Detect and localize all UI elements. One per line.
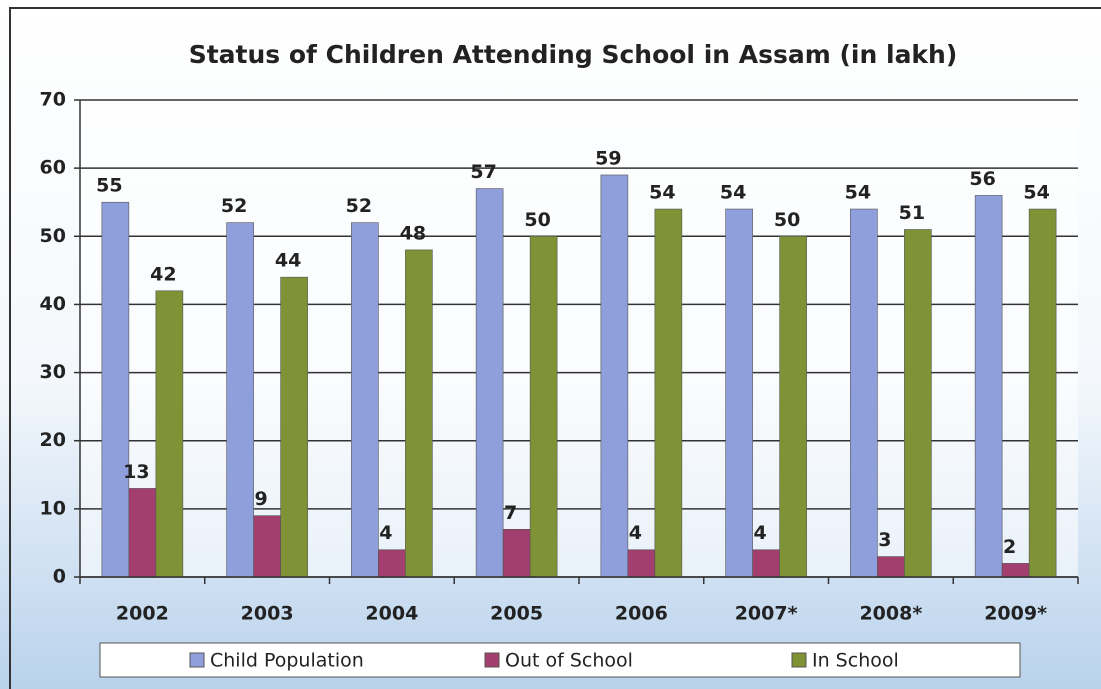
- y-tick-label: 40: [40, 293, 66, 315]
- data-label: 4: [629, 522, 642, 544]
- data-label: 7: [504, 502, 517, 524]
- bar: [351, 222, 379, 578]
- bar: [752, 549, 780, 578]
- legend-swatch: [189, 652, 205, 668]
- legend-label: In School: [812, 650, 899, 672]
- data-label: 54: [649, 182, 675, 204]
- bar: [155, 290, 184, 578]
- data-label: 4: [379, 522, 392, 544]
- legend-label: Child Population: [210, 650, 364, 672]
- bar: [850, 208, 878, 578]
- bar: [253, 515, 281, 578]
- bar: [627, 549, 656, 578]
- data-label: 48: [400, 222, 426, 244]
- bar: [502, 528, 531, 578]
- y-tick-label: 10: [40, 497, 66, 519]
- data-label: 56: [969, 168, 995, 190]
- data-label: 42: [150, 263, 176, 285]
- y-tick-label: 0: [53, 566, 66, 588]
- data-label: 44: [275, 250, 301, 272]
- bar: [529, 235, 558, 578]
- y-tick-label: 60: [40, 157, 66, 179]
- x-tick-label: 2006: [615, 603, 668, 625]
- data-label: 52: [346, 195, 372, 217]
- bar: [378, 549, 406, 578]
- y-tick-label: 20: [40, 429, 66, 451]
- x-tick-label: 2009*: [984, 603, 1047, 625]
- legend-label: Out of School: [505, 650, 633, 672]
- data-label: 52: [221, 195, 247, 217]
- data-label: 54: [720, 182, 746, 204]
- bar: [779, 235, 807, 578]
- x-tick-label: 2004: [365, 603, 418, 625]
- legend: [99, 642, 1021, 678]
- data-label: 4: [754, 522, 767, 544]
- x-tick-label: 2002: [116, 603, 169, 625]
- bar: [101, 201, 130, 578]
- y-tick-label: 70: [40, 89, 66, 111]
- data-label: 59: [595, 147, 621, 169]
- data-label: 51: [899, 202, 925, 224]
- data-label: 50: [774, 209, 800, 231]
- data-label: 55: [96, 175, 122, 197]
- bar: [725, 208, 753, 578]
- data-label: 57: [470, 161, 496, 183]
- data-label: 50: [524, 209, 550, 231]
- bar: [974, 195, 1003, 578]
- bar: [1001, 563, 1030, 578]
- bar: [904, 229, 932, 578]
- y-tick-label: 50: [40, 225, 66, 247]
- bar: [226, 222, 254, 578]
- data-label: 3: [878, 529, 891, 551]
- x-tick-label: 2008*: [859, 603, 922, 625]
- data-label: 2: [1003, 536, 1016, 558]
- data-label: 13: [123, 461, 149, 483]
- bar: [475, 188, 504, 578]
- legend-swatch: [484, 652, 500, 668]
- data-label: 9: [255, 488, 268, 510]
- x-tick-label: 2005: [490, 603, 543, 625]
- x-tick-label: 2007*: [735, 603, 798, 625]
- bar: [600, 174, 629, 578]
- bar: [877, 556, 905, 578]
- bar: [280, 276, 308, 578]
- bar: [405, 249, 433, 578]
- y-tick-label: 30: [40, 361, 66, 383]
- bar: [1028, 208, 1057, 578]
- data-label: 54: [845, 182, 871, 204]
- x-tick-label: 2003: [241, 603, 294, 625]
- chart-title: Status of Children Attending School in A…: [189, 40, 958, 69]
- data-label: 54: [1023, 182, 1049, 204]
- frame: [9, 7, 1101, 689]
- bar: [128, 488, 157, 578]
- bar: [654, 208, 683, 578]
- legend-swatch: [791, 652, 807, 668]
